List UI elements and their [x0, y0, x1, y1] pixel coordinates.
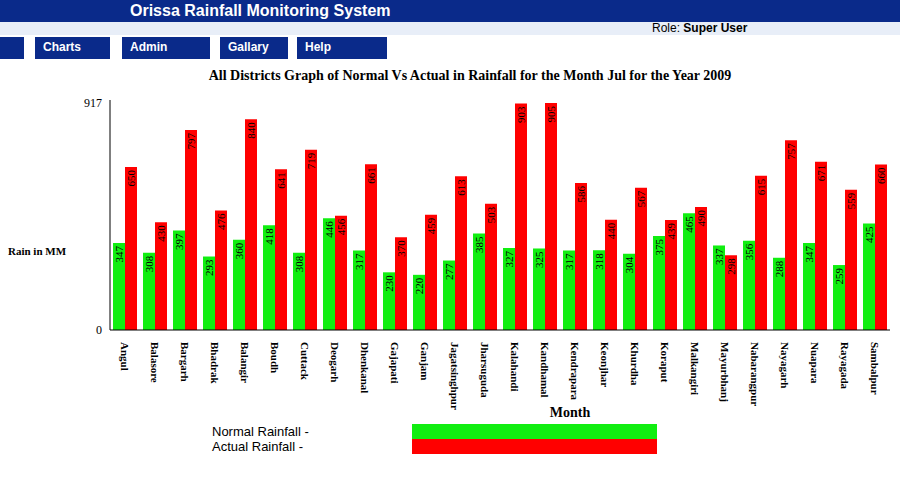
svg-text:465: 465: [683, 216, 695, 233]
svg-text:370: 370: [395, 240, 407, 257]
svg-text:308: 308: [143, 255, 155, 272]
svg-text:360: 360: [233, 242, 245, 259]
svg-text:Gajapati: Gajapati: [389, 342, 401, 384]
html-text:Month: Month: [549, 405, 591, 420]
svg-text:503: 503: [485, 206, 497, 223]
svg-text:903: 903: [515, 106, 527, 123]
svg-text:Angul: Angul: [119, 342, 131, 371]
svg-text:Malkangiri: Malkangiri: [689, 342, 701, 395]
svg-text:476: 476: [215, 213, 227, 230]
svg-text:Kandhamal: Kandhamal: [539, 342, 551, 398]
html-text:Role: Super User: Role: Super User: [652, 21, 748, 35]
svg-text:Mayurbhanj: Mayurbhanj: [719, 342, 731, 402]
svg-text:Sambalpur: Sambalpur: [869, 342, 881, 395]
svg-text:641: 641: [275, 172, 287, 189]
svg-text:Rayagada: Rayagada: [839, 342, 851, 390]
svg-text:347: 347: [803, 245, 815, 262]
svg-text:318: 318: [593, 253, 605, 270]
html-text:Admin: Admin: [130, 40, 168, 54]
svg-text:Kalahandi: Kalahandi: [509, 342, 521, 392]
svg-text:586: 586: [575, 186, 587, 203]
svg-text:Jharsuguda: Jharsuguda: [479, 342, 491, 398]
html-text:Help: Help: [305, 40, 331, 54]
svg-text:Khurdha: Khurdha: [629, 342, 641, 386]
svg-text:660: 660: [875, 167, 887, 184]
svg-text:456: 456: [335, 218, 347, 235]
svg-text:Deogarh: Deogarh: [329, 342, 341, 382]
svg-text:337: 337: [713, 248, 725, 265]
html-text:Rain in MM: Rain in MM: [8, 245, 67, 257]
html-text:Charts: Charts: [43, 40, 81, 54]
svg-text:Balangir: Balangir: [239, 342, 251, 383]
svg-text:327: 327: [503, 250, 515, 267]
svg-text:375: 375: [653, 238, 665, 255]
svg-text:Balasore: Balasore: [149, 342, 161, 383]
svg-text:719: 719: [305, 152, 317, 169]
svg-text:Koraput: Koraput: [659, 342, 671, 383]
svg-text:425: 425: [863, 226, 875, 243]
svg-text:259: 259: [833, 268, 845, 285]
svg-text:661: 661: [365, 167, 377, 184]
svg-text:Boudh: Boudh: [269, 342, 281, 373]
svg-text:Bhadrak: Bhadrak: [209, 342, 221, 384]
svg-text:347: 347: [113, 245, 125, 262]
svg-text:Ganjam: Ganjam: [419, 342, 431, 381]
svg-text:298: 298: [725, 258, 737, 275]
html-text:All Districts Graph of Normal: All Districts Graph of Normal Vs Actual …: [208, 68, 732, 83]
svg-text:0: 0: [96, 323, 102, 337]
svg-text:308: 308: [293, 255, 305, 272]
svg-text:385: 385: [473, 236, 485, 253]
svg-text:559: 559: [845, 192, 857, 209]
svg-text:Jagatsinghpur: Jagatsinghpur: [449, 342, 461, 410]
svg-text:757: 757: [785, 143, 797, 160]
svg-text:490: 490: [695, 210, 707, 227]
svg-text:277: 277: [443, 263, 455, 280]
svg-text:439: 439: [665, 222, 677, 239]
svg-text:Dhenkanal: Dhenkanal: [359, 342, 371, 393]
svg-text:917: 917: [84, 96, 102, 110]
html-text:Normal Rainfall -: Normal Rainfall -: [212, 424, 309, 439]
svg-text:905: 905: [545, 106, 557, 123]
svg-text:797: 797: [185, 133, 197, 150]
svg-text:288: 288: [773, 260, 785, 277]
html-text:Orissa Rainfall Monitoring Sys: Orissa Rainfall Monitoring System: [130, 2, 391, 19]
svg-text:230: 230: [383, 275, 395, 292]
svg-text:440: 440: [605, 222, 617, 239]
svg-text:671: 671: [815, 165, 827, 182]
svg-text:Nuapara: Nuapara: [809, 342, 821, 384]
svg-text:293: 293: [203, 259, 215, 276]
svg-text:615: 615: [755, 178, 767, 195]
svg-text:Nayagarh: Nayagarh: [779, 342, 791, 388]
html-text:Gallary: Gallary: [228, 40, 269, 54]
svg-text:317: 317: [563, 253, 575, 270]
svg-text:325: 325: [533, 251, 545, 268]
svg-text:Nabarangpur: Nabarangpur: [749, 342, 761, 406]
svg-text:430: 430: [155, 225, 167, 242]
html-text:Actual Rainfall -: Actual Rainfall -: [212, 439, 303, 454]
svg-text:Bargarh: Bargarh: [179, 342, 191, 382]
svg-text:220: 220: [413, 277, 425, 294]
svg-text:317: 317: [353, 253, 365, 270]
svg-text:650: 650: [125, 169, 137, 186]
svg-text:567: 567: [635, 190, 647, 207]
svg-text:613: 613: [455, 179, 467, 196]
svg-text:Keonjhar: Keonjhar: [599, 342, 611, 387]
svg-text:Kendrapara: Kendrapara: [569, 342, 581, 401]
svg-text:418: 418: [263, 228, 275, 245]
svg-text:840: 840: [245, 122, 257, 139]
svg-text:459: 459: [425, 217, 437, 234]
svg-text:446: 446: [323, 221, 335, 238]
svg-text:397: 397: [173, 233, 185, 250]
svg-text:Cuttack: Cuttack: [299, 342, 311, 381]
svg-text:356: 356: [743, 243, 755, 260]
svg-text:304: 304: [623, 256, 635, 273]
